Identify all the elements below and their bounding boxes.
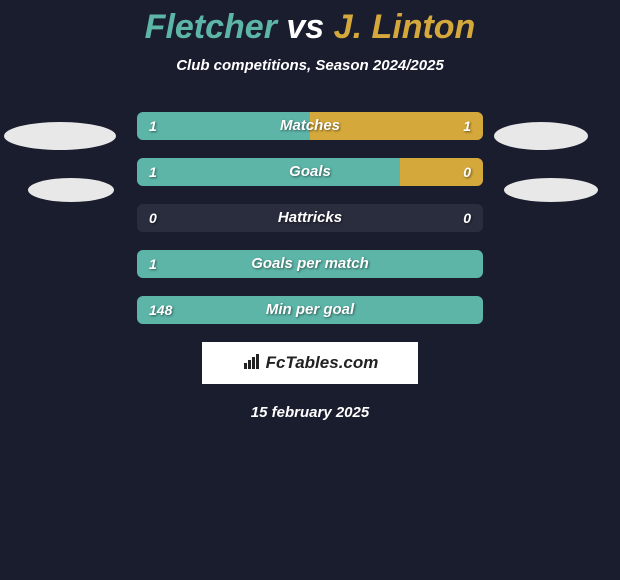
bar-label: Goals	[137, 158, 483, 186]
comparison-title: Fletcher vs J. Linton	[0, 0, 620, 47]
date: 15 february 2025	[0, 404, 620, 421]
bar-value-right: 0	[463, 158, 471, 186]
stat-row: Goals per match1	[137, 250, 483, 278]
bar-value-right: 0	[463, 204, 471, 232]
bar-label: Goals per match	[137, 250, 483, 278]
bar-label: Matches	[137, 112, 483, 140]
player2-badge-2	[504, 178, 598, 202]
bar-label: Min per goal	[137, 296, 483, 324]
stat-row: Goals1 0	[137, 158, 483, 186]
player2-name: J. Linton	[334, 8, 476, 46]
player1-badge-1	[4, 122, 116, 150]
vs-text: vs	[286, 8, 324, 46]
bar-value-left: 1	[149, 250, 157, 278]
stat-row: Matches1 1	[137, 112, 483, 140]
logo-box: FcTables.com	[202, 342, 418, 384]
bar-value-right: 1	[463, 112, 471, 140]
bar-label: Hattricks	[137, 204, 483, 232]
stat-row: Hattricks0 0	[137, 204, 483, 232]
bar-value-left: 148	[149, 296, 172, 324]
player2-badge-1	[494, 122, 588, 150]
subtitle: Club competitions, Season 2024/2025	[0, 57, 620, 74]
bar-value-left: 1	[149, 112, 157, 140]
player1-badge-2	[28, 178, 114, 202]
logo-text: FcTables.com	[266, 353, 379, 373]
stat-row: Min per goal148	[137, 296, 483, 324]
logo: FcTables.com	[242, 353, 379, 374]
player1-name: Fletcher	[145, 8, 277, 46]
stats-bars: Matches11Goals10Hattricks00Goals per mat…	[137, 112, 483, 324]
chart-icon	[242, 353, 262, 374]
bar-value-left: 0	[149, 204, 157, 232]
bar-value-left: 1	[149, 158, 157, 186]
